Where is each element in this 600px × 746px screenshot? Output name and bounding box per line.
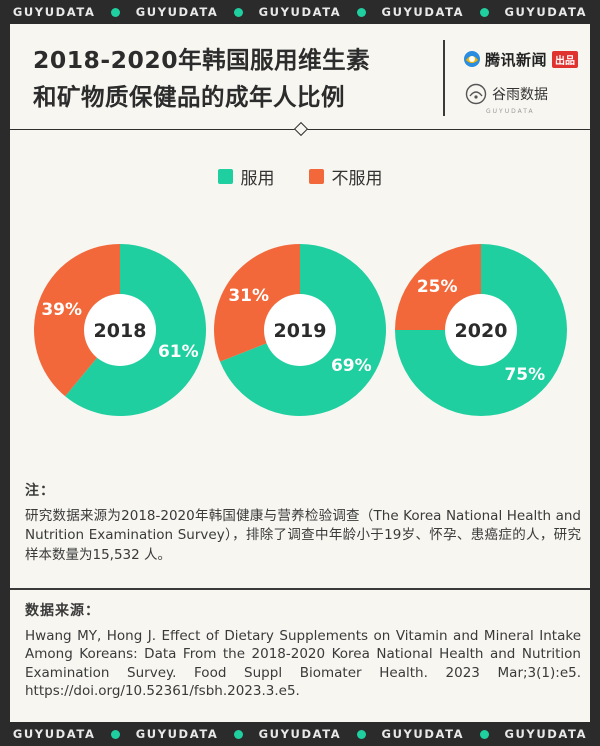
infographic-card: 2018-2020年韩国服用维生素 和矿物质保健品的成年人比例 腾讯新闻 出品 … — [10, 24, 590, 722]
section-divider — [10, 588, 590, 590]
slice-not-taking-2018 — [34, 244, 120, 397]
band-dot-icon — [356, 7, 366, 17]
legend-item-taking: 服用 — [217, 164, 275, 189]
header: 2018-2020年韩国服用维生素 和矿物质保健品的成年人比例 腾讯新闻 出品 … — [10, 24, 590, 130]
brand-primary-tag: 出品 — [552, 50, 579, 68]
notes-text: 研究数据来源为2018-2020年韩国健康与营养检验调查（The Korea N… — [25, 507, 581, 563]
band-label: GUYUDATA — [258, 727, 342, 741]
band-label: GUYUDATA — [135, 727, 219, 741]
band-label: GUYUDATA — [258, 5, 342, 19]
notes-section: 注： 研究数据来源为2018-2020年韩国健康与营养检验调查（The Kore… — [25, 482, 581, 565]
brand-primary-name: 腾讯新闻 — [485, 50, 548, 69]
legend-swatch-not-taking — [308, 169, 324, 184]
data-label-taking-2020: 75% — [504, 365, 545, 385]
donut-hole-2020 — [445, 294, 517, 366]
band-dot-icon — [234, 729, 243, 739]
brand-secondary-name: 谷雨数据 — [492, 87, 548, 103]
legend-label-taking: 服用 — [240, 169, 275, 189]
notes-heading: 注： — [25, 483, 55, 499]
band-label: GUYUDATA — [135, 5, 219, 19]
legend-swatch-taking — [217, 169, 233, 184]
guyu-data-logo: 谷雨数据 — [465, 80, 548, 108]
legend-label-not-taking: 不服用 — [331, 169, 383, 189]
legend-item-not-taking: 不服用 — [308, 164, 383, 189]
donut-center-year-2020: 2020 — [455, 320, 508, 342]
source-section: 数据来源： Hwang MY, Hong J. Effect of Dietar… — [25, 602, 581, 701]
data-label-taking-2018: 61% — [158, 342, 199, 362]
header-divider — [443, 40, 445, 116]
data-label-not-taking-2020: 25% — [417, 277, 458, 297]
source-text: Hwang MY, Hong J. Effect of Dietary Supp… — [25, 627, 581, 700]
top-brand-band: GUYUDATA GUYUDATA GUYUDATA GUYUDATA GUYU… — [0, 0, 600, 24]
bottom-brand-band: GUYUDATA GUYUDATA GUYUDATA GUYUDATA GUYU… — [0, 722, 600, 746]
tencent-news-logo: 腾讯新闻 出品 — [462, 48, 579, 70]
source-heading: 数据来源： — [25, 603, 100, 619]
donut-center-year-2018: 2018 — [94, 320, 147, 342]
title-line-2: 和矿物质保健品的成年人比例 — [33, 83, 345, 111]
page-title: 2018-2020年韩国服用维生素 和矿物质保健品的成年人比例 — [33, 42, 453, 116]
band-label: GUYUDATA — [381, 727, 465, 741]
donut-center-year-2019: 2019 — [274, 320, 327, 342]
title-line-1: 2018-2020年韩国服用维生素 — [33, 46, 371, 74]
band-label: GUYUDATA — [381, 5, 465, 19]
chart-legend: 服用 不服用 — [10, 164, 590, 189]
data-label-taking-2019: 69% — [331, 356, 372, 376]
brand-secondary-sub: GUYUDATA — [486, 108, 535, 115]
data-label-not-taking-2019: 31% — [228, 286, 269, 306]
donut-hole-2019 — [264, 294, 336, 366]
band-label: GUYUDATA — [504, 727, 588, 741]
band-dot-icon — [356, 729, 366, 739]
donut-hole-2018 — [84, 294, 156, 366]
band-label: GUYUDATA — [12, 727, 96, 741]
band-dot-icon — [111, 7, 121, 17]
band-label: GUYUDATA — [12, 5, 96, 19]
band-dot-icon — [111, 729, 121, 739]
tencent-news-icon — [464, 51, 480, 67]
data-label-not-taking-2018: 39% — [41, 300, 82, 320]
band-dot-icon — [479, 7, 489, 17]
band-dot-icon — [479, 729, 489, 739]
guyu-logo-icon — [465, 83, 487, 105]
band-dot-icon — [234, 7, 243, 17]
band-label: GUYUDATA — [504, 5, 588, 19]
